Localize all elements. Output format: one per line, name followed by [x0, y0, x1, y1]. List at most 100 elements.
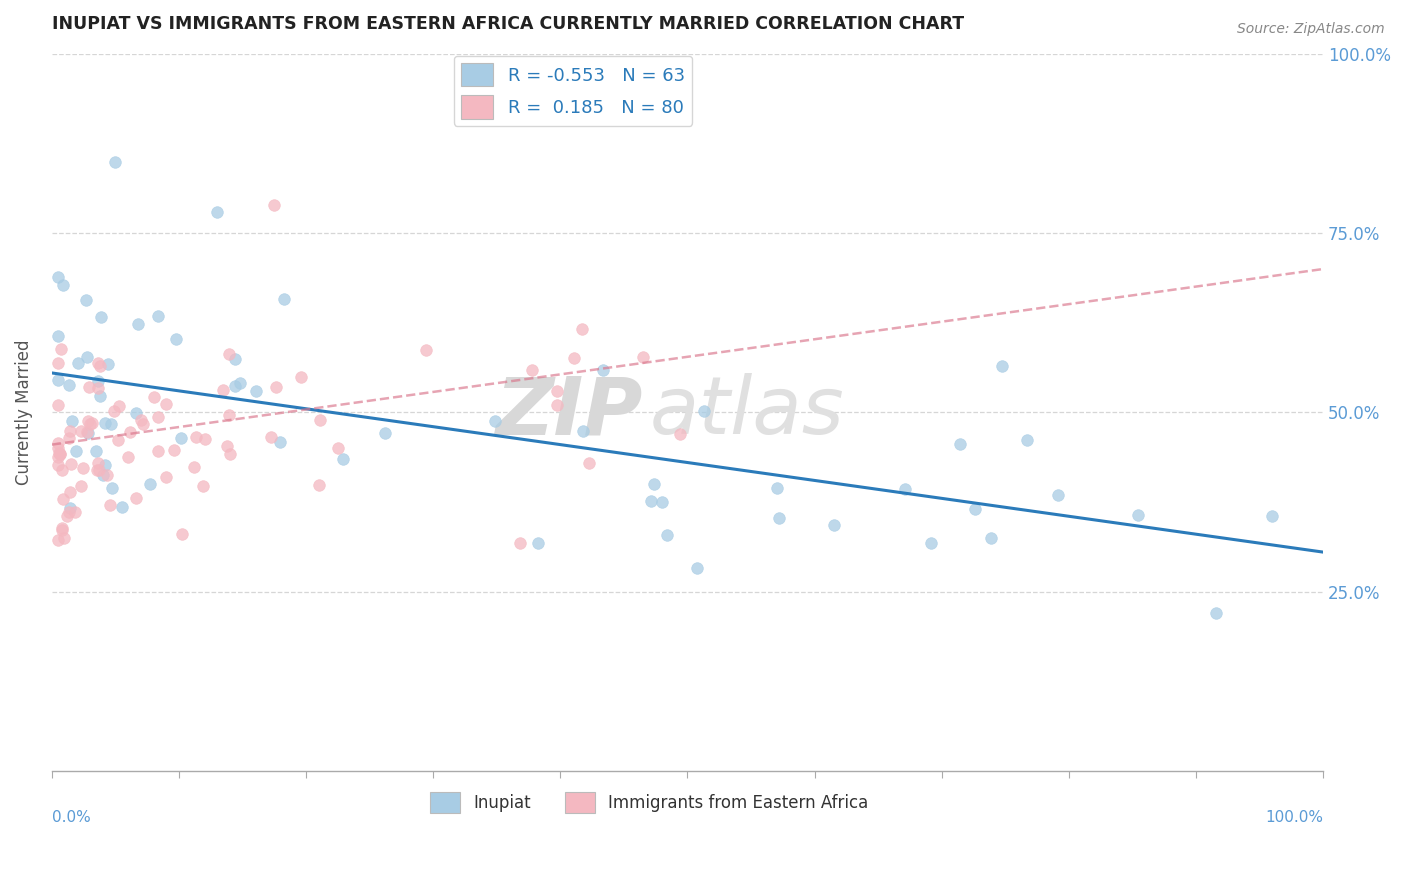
Point: [59, 458, 82, 472]
Point: [46, 533, 69, 548]
Point: [46, 450, 69, 464]
Point: [65, 444, 87, 458]
Point: [546, 398, 568, 412]
Point: [155, 397, 177, 411]
Point: [163, 442, 186, 457]
Point: [273, 292, 295, 306]
Point: [146, 410, 169, 425]
Point: [640, 494, 662, 508]
Point: [87, 356, 110, 370]
Point: [1047, 488, 1070, 502]
Point: [170, 526, 193, 541]
Point: [89, 359, 111, 373]
Point: [165, 332, 187, 346]
Point: [46, 458, 69, 473]
Point: [131, 417, 153, 432]
Point: [184, 429, 207, 443]
Point: [1261, 508, 1284, 523]
Point: [263, 197, 285, 211]
Point: [522, 363, 544, 377]
Y-axis label: Currently Married: Currently Married: [15, 340, 32, 485]
Point: [76, 425, 98, 439]
Point: [259, 430, 281, 444]
Point: [48, 398, 70, 412]
Point: [93, 416, 115, 430]
Point: [59, 485, 82, 500]
Point: [332, 452, 354, 467]
Text: 100.0%: 100.0%: [1265, 810, 1323, 825]
Point: [100, 417, 122, 431]
Point: [51, 342, 73, 356]
Point: [686, 561, 709, 575]
Point: [894, 482, 917, 496]
Point: [143, 390, 166, 404]
Point: [104, 154, 127, 169]
Point: [48, 446, 70, 460]
Point: [51, 523, 73, 537]
Point: [264, 380, 287, 394]
Point: [980, 531, 1002, 545]
Point: [631, 350, 654, 364]
Legend: Inupiat, Immigrants from Eastern Africa: Inupiat, Immigrants from Eastern Africa: [423, 785, 875, 820]
Point: [129, 413, 152, 427]
Point: [308, 478, 330, 492]
Point: [69, 479, 91, 493]
Point: [89, 389, 111, 403]
Point: [205, 204, 228, 219]
Point: [309, 413, 332, 427]
Text: Source: ZipAtlas.com: Source: ZipAtlas.com: [1237, 22, 1385, 37]
Point: [118, 425, 141, 439]
Point: [52, 492, 75, 507]
Point: [59, 424, 82, 438]
Point: [127, 317, 149, 331]
Point: [49, 447, 72, 461]
Point: [103, 404, 125, 418]
Point: [56, 508, 79, 523]
Point: [111, 500, 134, 514]
Point: [70, 424, 93, 438]
Point: [212, 383, 235, 397]
Point: [218, 347, 240, 361]
Point: [218, 408, 240, 422]
Point: [101, 481, 124, 495]
Point: [217, 440, 239, 454]
Point: [655, 528, 678, 542]
Point: [768, 511, 790, 525]
Point: [49, 447, 72, 461]
Point: [87, 456, 110, 470]
Point: [527, 536, 550, 550]
Point: [91, 467, 114, 482]
Point: [46, 435, 69, 450]
Point: [949, 436, 972, 450]
Point: [169, 431, 191, 445]
Point: [146, 443, 169, 458]
Point: [183, 460, 205, 475]
Point: [1126, 508, 1149, 522]
Point: [643, 476, 665, 491]
Point: [79, 417, 101, 432]
Point: [89, 462, 111, 476]
Point: [84, 444, 107, 458]
Point: [107, 399, 129, 413]
Point: [920, 535, 942, 549]
Point: [58, 505, 80, 519]
Point: [669, 426, 692, 441]
Point: [245, 384, 267, 398]
Point: [374, 425, 396, 440]
Point: [46, 441, 69, 455]
Point: [562, 351, 585, 365]
Point: [991, 359, 1014, 373]
Point: [651, 495, 673, 509]
Point: [509, 536, 531, 550]
Point: [60, 414, 83, 428]
Point: [228, 376, 250, 390]
Point: [571, 424, 593, 438]
Point: [290, 370, 312, 384]
Point: [58, 378, 80, 392]
Point: [571, 322, 593, 336]
Point: [77, 426, 100, 441]
Point: [155, 470, 177, 484]
Point: [125, 406, 148, 420]
Point: [46, 269, 69, 284]
Point: [76, 293, 98, 307]
